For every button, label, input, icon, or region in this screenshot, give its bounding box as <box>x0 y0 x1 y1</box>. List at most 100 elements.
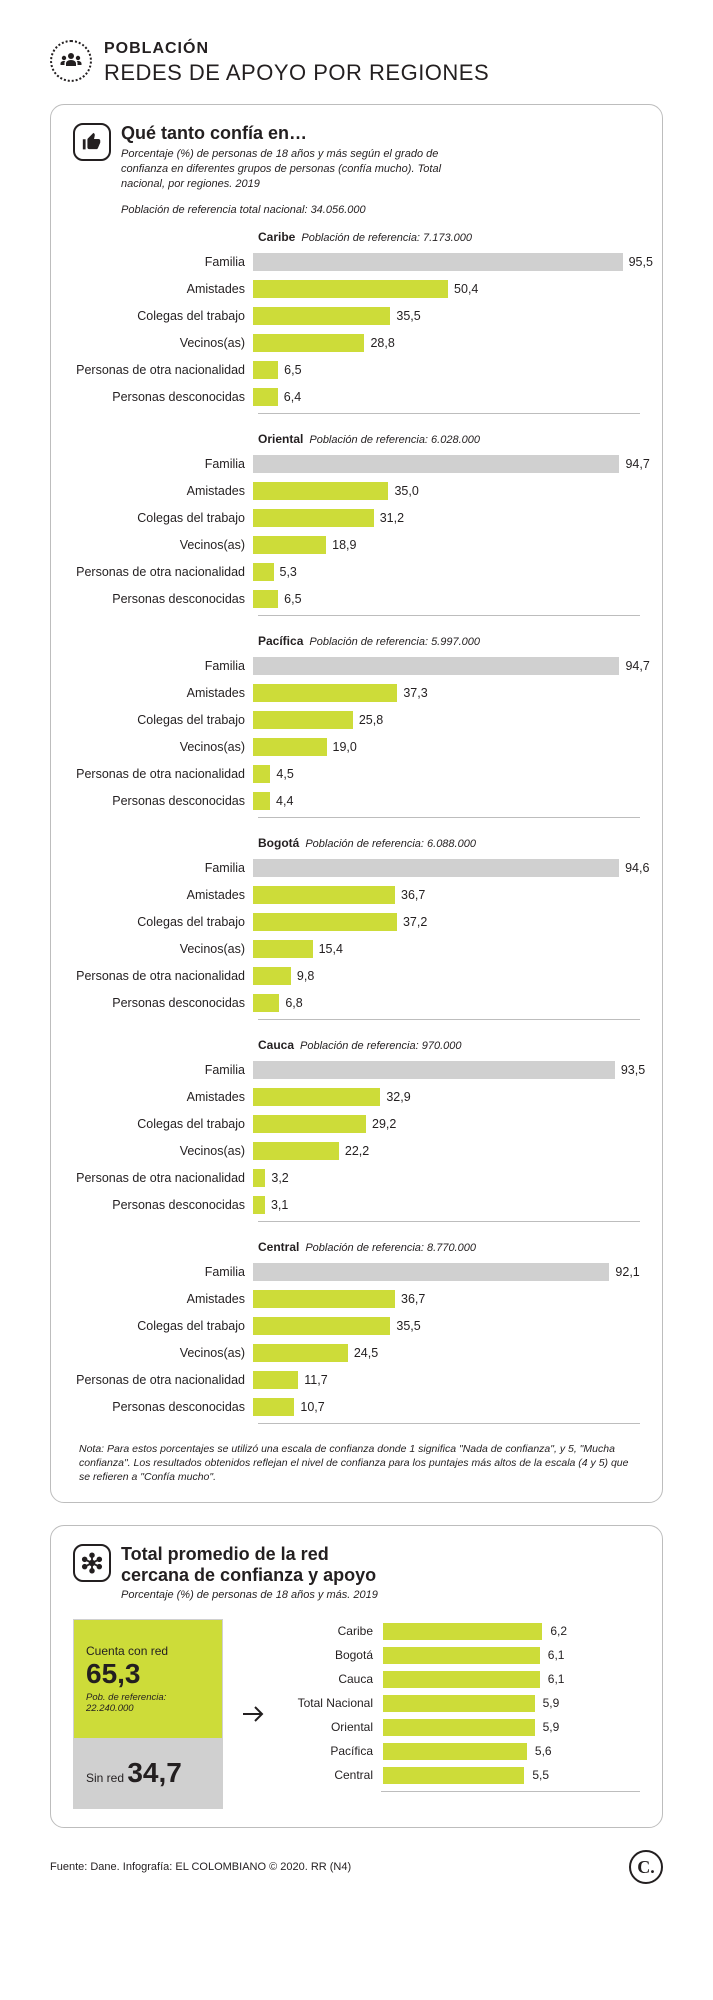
bar-value: 3,1 <box>271 1198 288 1212</box>
bar-row: Personas desconocidas6,4 <box>73 385 640 409</box>
bar-track: 4,5 <box>253 765 640 783</box>
bar-fill <box>253 994 279 1012</box>
bar-value: 50,4 <box>454 282 478 296</box>
segment-value: 34,7 <box>127 1757 182 1788</box>
mini-label: Bogotá <box>289 1648 377 1662</box>
bar-row: Colegas del trabajo31,2 <box>73 506 640 530</box>
regions-container: Caribe Población de referencia: 7.173.000… <box>73 230 640 1424</box>
mini-axis <box>381 1791 640 1792</box>
bar-track: 28,8 <box>253 334 640 352</box>
bar-fill <box>253 1115 366 1133</box>
bar-label: Vecinos(as) <box>73 740 253 754</box>
axis-line <box>258 615 640 616</box>
bar-label: Amistades <box>73 888 253 902</box>
bar-value: 95,5 <box>629 255 653 269</box>
region-header: CentralPoblación de referencia: 8.770.00… <box>73 1240 640 1254</box>
region-block: OrientalPoblación de referencia: 6.028.0… <box>73 432 640 616</box>
bar-row: Vecinos(as)24,5 <box>73 1341 640 1365</box>
bar-track: 94,7 <box>253 455 640 473</box>
bar-track: 9,8 <box>253 967 640 985</box>
bar-track: 15,4 <box>253 940 640 958</box>
mini-fill <box>383 1671 540 1688</box>
bar-value: 94,7 <box>625 659 649 673</box>
bar-value: 6,5 <box>284 592 301 606</box>
network-icon <box>73 1544 111 1582</box>
bar-row: Colegas del trabajo35,5 <box>73 1314 640 1338</box>
mini-bar-row: Oriental 5,9 <box>289 1715 640 1739</box>
bar-fill <box>253 388 278 406</box>
bar-track: 94,6 <box>253 859 640 877</box>
bar-label: Colegas del trabajo <box>73 713 253 727</box>
bar-row: Familia92,1 <box>73 1260 640 1284</box>
region-name: Caribe <box>258 230 295 244</box>
mini-value: 5,6 <box>535 1744 552 1758</box>
bar-fill <box>253 1398 294 1416</box>
bar-value: 29,2 <box>372 1117 396 1131</box>
region-block: PacíficaPoblación de referencia: 5.997.0… <box>73 634 640 818</box>
mini-track: 5,9 <box>383 1719 640 1736</box>
bar-value: 93,5 <box>621 1063 645 1077</box>
bar-row: Amistades32,9 <box>73 1085 640 1109</box>
region-header: Caribe Población de referencia: 7.173.000 <box>73 230 640 244</box>
bar-fill <box>253 711 353 729</box>
mini-track: 6,1 <box>383 1671 640 1688</box>
bar-track: 37,3 <box>253 684 640 702</box>
bar-track: 6,5 <box>253 590 640 608</box>
bar-track: 3,1 <box>253 1196 640 1214</box>
bar-row: Familia93,5 <box>73 1058 640 1082</box>
bar-row: Personas desconocidas6,5 <box>73 587 640 611</box>
region-name: Cauca <box>258 1038 294 1052</box>
bar-track: 36,7 <box>253 1290 640 1308</box>
bar-row: Personas de otra nacionalidad6,5 <box>73 358 640 382</box>
bar-fill <box>253 307 390 325</box>
region-pop: Población de referencia: 6.088.000 <box>305 838 476 850</box>
footer: Fuente: Dane. Infografía: EL COLOMBIANO … <box>50 1850 663 1884</box>
bar-label: Personas de otra nacionalidad <box>73 767 253 781</box>
bar-value: 24,5 <box>354 1346 378 1360</box>
bar-row: Personas desconocidas3,1 <box>73 1193 640 1217</box>
region-pop: Población de referencia: 7.173.000 <box>301 232 472 244</box>
mini-value: 5,5 <box>532 1768 549 1782</box>
mini-bar-row: Central5,5 <box>289 1763 640 1787</box>
mini-value: 6,2 <box>550 1624 567 1638</box>
bar-row: Personas de otra nacionalidad3,2 <box>73 1166 640 1190</box>
bar-value: 37,3 <box>403 686 427 700</box>
bar-row: Personas desconocidas6,8 <box>73 991 640 1015</box>
bar-row: Familia94,7 <box>73 654 640 678</box>
bar-row: Personas de otra nacionalidad5,3 <box>73 560 640 584</box>
mini-fill <box>383 1695 535 1712</box>
region-name: Central <box>258 1240 299 1254</box>
bar-fill <box>253 886 395 904</box>
panel-trust-by-region: Qué tanto confía en… Porcentaje (%) de p… <box>50 104 663 1503</box>
bar-value: 15,4 <box>319 942 343 956</box>
mini-value: 5,9 <box>543 1696 560 1710</box>
region-name: Pacífica <box>258 634 303 648</box>
bar-track: 35,5 <box>253 1317 640 1335</box>
bar-track: 6,8 <box>253 994 640 1012</box>
bar-row: Vecinos(as)15,4 <box>73 937 640 961</box>
mini-bar-row: Caribe6,2 <box>289 1619 640 1643</box>
mini-fill <box>383 1767 524 1784</box>
bar-track: 35,5 <box>253 307 640 325</box>
bar-value: 4,4 <box>276 794 293 808</box>
bar-track: 29,2 <box>253 1115 640 1133</box>
bar-value: 11,7 <box>304 1373 327 1387</box>
region-pop: Población de referencia: 6.028.000 <box>309 434 480 446</box>
mini-label: Oriental <box>289 1720 377 1734</box>
bar-row: Vecinos(as)28,8 <box>73 331 640 355</box>
bar-label: Personas desconocidas <box>73 996 253 1010</box>
bar-fill <box>253 684 397 702</box>
bar-value: 37,2 <box>403 915 427 929</box>
bar-value: 35,0 <box>394 484 418 498</box>
page-header: POBLACIÓN REDES DE APOYO POR REGIONES <box>50 40 663 86</box>
bar-fill <box>253 361 278 379</box>
bar-track: 35,0 <box>253 482 640 500</box>
bar-label: Amistades <box>73 282 253 296</box>
mini-track: 5,9 <box>383 1695 640 1712</box>
bar-fill <box>253 940 313 958</box>
segment-label: Cuenta con red <box>86 1644 168 1658</box>
bar-fill <box>253 482 388 500</box>
mini-fill <box>383 1623 542 1640</box>
thumbs-up-icon <box>73 123 111 161</box>
mini-label: Cauca <box>289 1672 377 1686</box>
